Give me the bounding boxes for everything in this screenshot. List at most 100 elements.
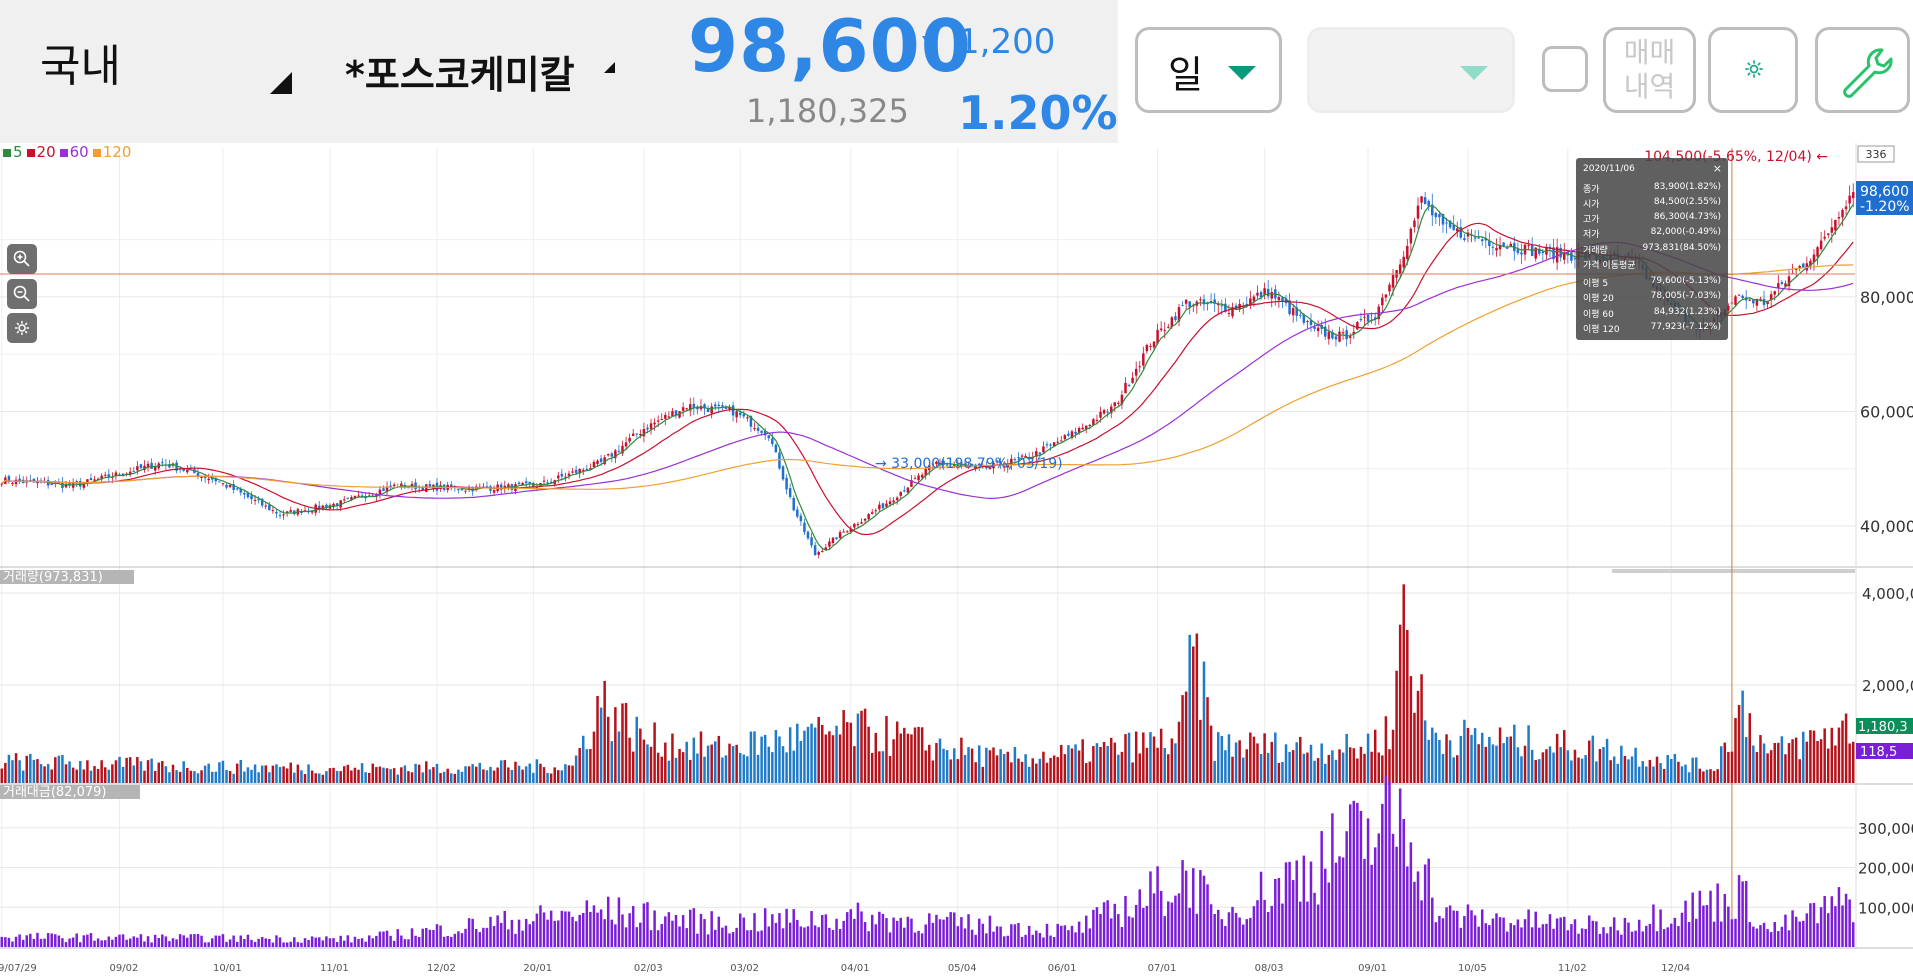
candle-body <box>828 541 831 547</box>
amount-bar <box>1406 866 1409 947</box>
volume-bar <box>899 733 902 783</box>
amount-bar <box>631 906 635 947</box>
amount-bar <box>1384 775 1388 947</box>
stock-chart[interactable]: 19/07/2909/0210/0111/0112/0220/0102/0303… <box>0 143 1913 979</box>
candle-body <box>899 492 902 496</box>
volume-bar <box>824 734 828 783</box>
volume-bar <box>310 770 314 783</box>
candle-body <box>1224 303 1227 312</box>
candle-body <box>988 466 992 469</box>
volume-bar <box>1819 739 1823 783</box>
price-axis-label: 80,000 <box>1860 288 1913 307</box>
volume-bar <box>1627 759 1630 783</box>
volume-bar <box>1042 751 1045 783</box>
volume-bar <box>11 760 14 783</box>
volume-bar <box>61 754 64 783</box>
amount-bar <box>1602 927 1605 947</box>
candle-body <box>293 510 296 515</box>
amount-panel-label-bg <box>0 785 140 799</box>
candle-body <box>325 504 328 508</box>
indicator-dropdown[interactable] <box>1307 27 1515 113</box>
candle-body <box>425 484 428 492</box>
candle-body <box>1274 289 1277 299</box>
amount-bar <box>1709 890 1712 947</box>
volume-bar <box>1652 766 1655 783</box>
candle-body <box>1295 307 1298 316</box>
candle-body <box>724 407 728 409</box>
amount-bar <box>1509 923 1513 947</box>
market-dropdown-icon[interactable] <box>270 72 292 94</box>
market-selector-label[interactable]: 국내 <box>40 41 121 92</box>
volume-bar <box>1527 725 1530 783</box>
volume-bar <box>57 755 61 783</box>
amount-bar <box>1577 933 1580 947</box>
stock-dropdown-icon[interactable] <box>604 62 615 73</box>
volume-bar <box>285 768 289 783</box>
candle-body <box>1152 341 1156 348</box>
amount-bar <box>121 934 125 947</box>
amount-bar <box>71 937 75 947</box>
volume-bar <box>1605 738 1609 783</box>
volume-bar <box>196 773 200 783</box>
volume-bar <box>1274 732 1277 783</box>
amount-bar <box>1851 922 1855 947</box>
option-checkbox[interactable] <box>1542 46 1588 92</box>
volume-bar <box>1109 737 1113 783</box>
amount-bar <box>189 934 193 947</box>
trade-history-button[interactable]: 매매 내역 <box>1603 27 1696 113</box>
settings-button[interactable] <box>1708 27 1798 113</box>
amount-bar <box>243 939 246 947</box>
candle-body <box>114 472 118 477</box>
amount-bar <box>253 941 257 947</box>
candle-body <box>1174 316 1177 320</box>
volume-bar <box>68 761 71 783</box>
amount-bar <box>1299 901 1302 947</box>
candle-body <box>606 454 610 456</box>
amount-bar <box>43 938 46 947</box>
amount-bar <box>624 927 628 947</box>
amount-bar <box>888 932 892 947</box>
volume-bar <box>128 757 132 783</box>
candle-body <box>835 537 838 540</box>
tools-button[interactable] <box>1815 27 1910 113</box>
volume-bar <box>1741 690 1744 783</box>
volume-bar <box>867 726 870 783</box>
zoom-in-button[interactable] <box>7 244 37 274</box>
amount-bar <box>1684 900 1687 947</box>
volume-bar <box>589 749 592 783</box>
amount-bar <box>885 918 888 947</box>
volume-bar <box>378 766 382 783</box>
volume-bar <box>685 741 688 783</box>
amount-bar <box>1598 933 1602 947</box>
candle-body <box>1826 233 1830 235</box>
candle-body <box>631 433 635 437</box>
bar-count-label: 336 <box>1866 148 1887 161</box>
stock-name[interactable]: *포스코케미칼 <box>345 53 575 97</box>
amount-bar <box>285 942 289 947</box>
candle-body <box>1359 318 1363 321</box>
volume-bar <box>849 722 853 783</box>
close-icon[interactable]: × <box>1712 162 1722 175</box>
volume-bar <box>496 767 499 783</box>
candle-body <box>578 468 581 474</box>
volume-bar <box>1192 646 1195 783</box>
volume-bar <box>689 759 692 783</box>
zoom-out-button[interactable] <box>7 279 37 309</box>
amount-bar <box>1056 923 1059 947</box>
amount-bar <box>1741 881 1744 947</box>
volume-bar <box>603 680 606 783</box>
amount-bar <box>1616 930 1620 947</box>
chart-settings-button[interactable] <box>7 313 37 343</box>
volume-bar <box>1341 752 1345 783</box>
candle-body <box>1787 276 1791 287</box>
candle-body <box>18 478 21 482</box>
candle-body <box>692 403 696 409</box>
amount-bar <box>1652 904 1655 947</box>
period-dropdown[interactable]: 일 <box>1135 27 1282 113</box>
candle-body <box>1109 406 1113 414</box>
amount-bar <box>1249 917 1252 947</box>
volume-bar <box>928 744 931 783</box>
volume-bar <box>1805 741 1809 783</box>
volume-bar <box>1809 730 1812 783</box>
candle-body <box>614 450 617 459</box>
